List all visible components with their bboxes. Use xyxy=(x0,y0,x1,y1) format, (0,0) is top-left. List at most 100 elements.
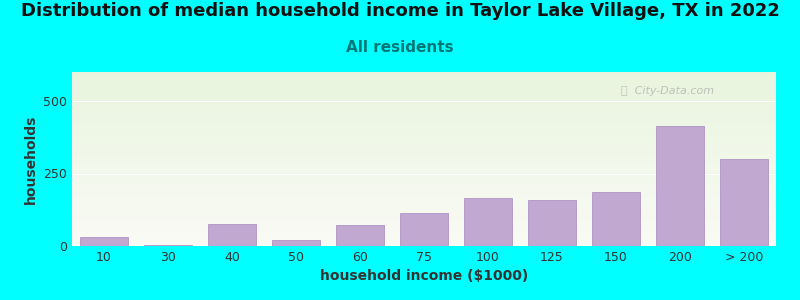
Bar xyxy=(72,103,776,104)
Bar xyxy=(72,118,776,119)
Bar xyxy=(72,73,776,74)
Bar xyxy=(72,233,776,234)
Bar xyxy=(72,123,776,124)
Bar xyxy=(72,102,776,103)
Bar xyxy=(72,170,776,171)
Bar xyxy=(72,214,776,215)
Bar xyxy=(72,81,776,82)
Bar xyxy=(72,164,776,165)
Bar xyxy=(72,173,776,174)
Bar xyxy=(144,245,192,246)
Bar xyxy=(72,195,776,196)
Bar xyxy=(72,192,776,193)
Bar xyxy=(72,157,776,158)
Bar xyxy=(72,205,776,206)
Bar xyxy=(72,75,776,76)
Bar xyxy=(72,169,776,170)
Bar xyxy=(72,215,776,216)
Bar xyxy=(72,196,776,197)
Bar xyxy=(72,78,776,79)
Bar xyxy=(72,163,776,164)
Bar xyxy=(72,220,776,221)
Bar xyxy=(464,198,512,246)
Bar xyxy=(72,201,776,202)
Bar xyxy=(72,210,776,211)
Bar xyxy=(72,122,776,123)
Bar xyxy=(72,86,776,87)
Bar xyxy=(72,108,776,109)
Bar xyxy=(72,129,776,130)
Bar xyxy=(72,213,776,214)
Bar xyxy=(72,99,776,100)
Bar xyxy=(72,200,776,201)
Bar xyxy=(72,82,776,83)
Bar xyxy=(72,85,776,86)
Bar xyxy=(72,174,776,175)
Bar xyxy=(72,133,776,134)
Bar xyxy=(72,124,776,125)
Bar xyxy=(72,84,776,85)
Bar xyxy=(528,200,576,246)
Bar xyxy=(72,146,776,147)
Bar xyxy=(72,127,776,128)
Bar xyxy=(72,107,776,108)
Bar xyxy=(72,151,776,152)
Bar xyxy=(72,206,776,207)
Bar xyxy=(72,167,776,168)
Bar xyxy=(72,90,776,91)
Bar xyxy=(72,235,776,236)
Bar xyxy=(72,202,776,203)
Bar xyxy=(72,76,776,77)
Bar xyxy=(72,138,776,139)
Bar xyxy=(72,242,776,243)
Bar xyxy=(72,88,776,89)
Bar xyxy=(72,193,776,194)
Bar xyxy=(72,168,776,169)
Bar xyxy=(72,208,776,209)
Bar xyxy=(72,77,776,78)
Bar xyxy=(72,203,776,204)
Bar xyxy=(72,130,776,131)
Bar xyxy=(72,145,776,146)
Bar xyxy=(72,94,776,95)
Bar xyxy=(400,213,448,246)
Bar xyxy=(72,98,776,99)
Bar xyxy=(72,204,776,205)
Bar xyxy=(72,187,776,188)
Bar xyxy=(72,158,776,159)
Bar xyxy=(72,104,776,105)
Bar xyxy=(72,240,776,241)
Bar xyxy=(72,132,776,133)
Bar xyxy=(72,225,776,226)
Bar xyxy=(72,74,776,75)
Bar xyxy=(72,131,776,132)
Bar xyxy=(72,140,776,141)
Bar xyxy=(72,119,776,120)
Bar xyxy=(72,232,776,233)
Bar xyxy=(72,171,776,172)
Bar xyxy=(72,230,776,231)
Bar xyxy=(72,239,776,240)
Bar xyxy=(72,194,776,195)
Bar xyxy=(72,153,776,154)
Bar xyxy=(72,226,776,227)
Bar xyxy=(72,111,776,112)
Bar xyxy=(72,241,776,242)
Bar xyxy=(72,79,776,80)
Bar xyxy=(72,87,776,88)
Bar xyxy=(72,188,776,189)
Bar xyxy=(72,166,776,167)
Text: All residents: All residents xyxy=(346,40,454,56)
Bar xyxy=(72,189,776,190)
Bar xyxy=(72,126,776,127)
Bar xyxy=(72,177,776,178)
Text: ⓘ  City-Data.com: ⓘ City-Data.com xyxy=(621,86,714,96)
Bar xyxy=(72,223,776,224)
Bar xyxy=(72,147,776,148)
Bar xyxy=(72,95,776,96)
Bar xyxy=(72,190,776,191)
Bar xyxy=(72,245,776,246)
Bar xyxy=(72,125,776,126)
Bar xyxy=(72,183,776,184)
Bar xyxy=(72,83,776,84)
